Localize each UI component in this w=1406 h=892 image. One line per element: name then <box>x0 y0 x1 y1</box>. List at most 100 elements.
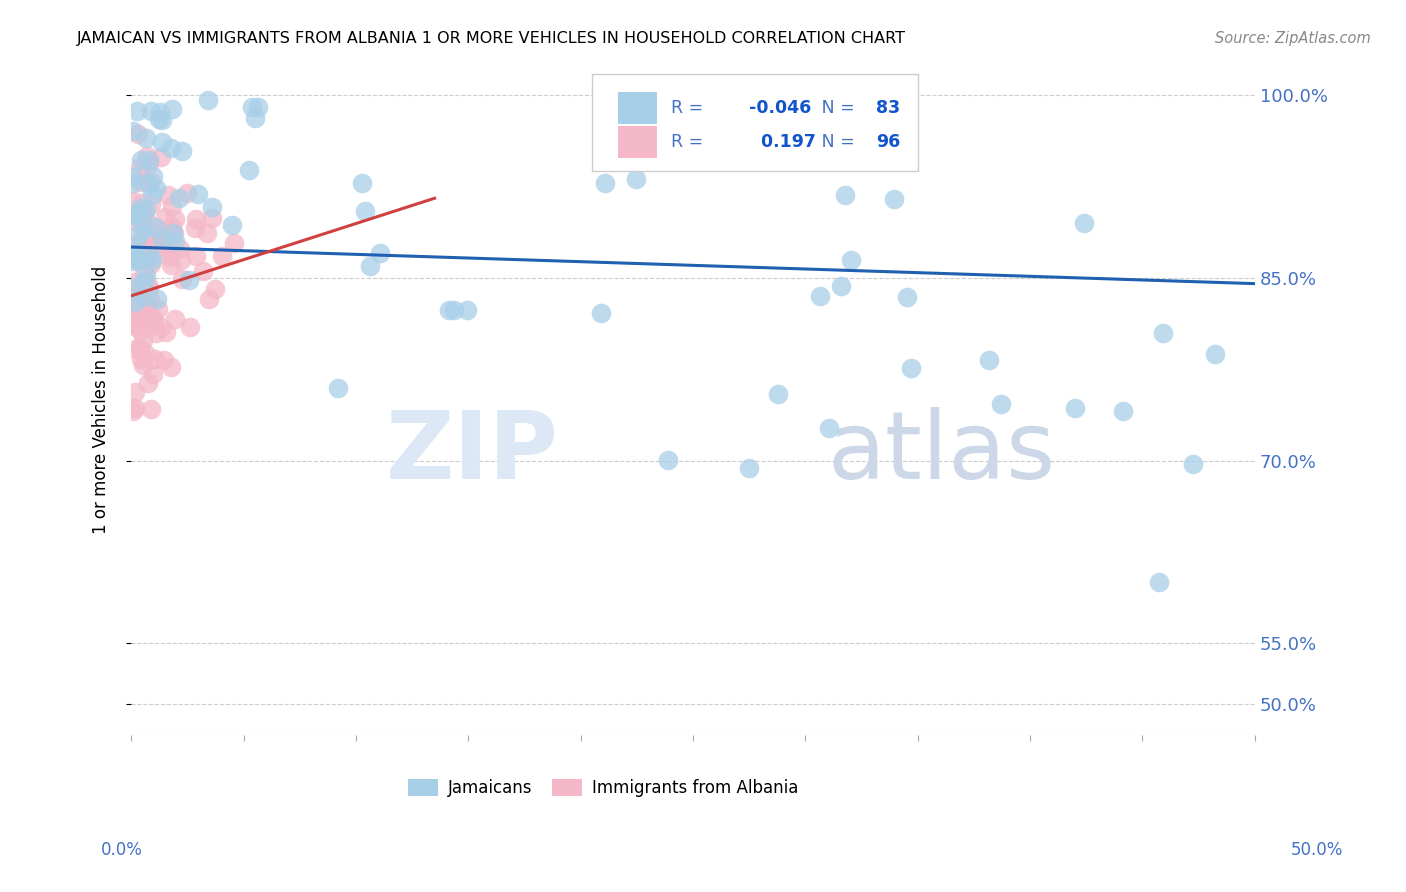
Point <box>139 257 162 271</box>
Point <box>139 249 162 263</box>
Point <box>141 253 163 268</box>
Y-axis label: 1 or more Vehicles in Household: 1 or more Vehicles in Household <box>93 266 110 533</box>
Point <box>808 288 831 302</box>
Point <box>900 360 922 375</box>
Point <box>132 359 155 373</box>
Point <box>150 228 173 243</box>
Point <box>1181 457 1204 471</box>
Point <box>201 211 224 225</box>
Point <box>238 162 260 177</box>
Point <box>122 194 145 209</box>
Point <box>368 246 391 260</box>
Point <box>148 112 170 127</box>
Text: 96: 96 <box>876 133 900 151</box>
Point <box>128 161 150 175</box>
Text: 50.0%: 50.0% <box>1291 840 1343 858</box>
Point <box>136 319 159 334</box>
Point <box>132 333 155 347</box>
Point <box>176 186 198 200</box>
Point <box>129 290 152 304</box>
Point <box>187 186 209 201</box>
Point <box>135 298 157 312</box>
Text: JAMAICAN VS IMMIGRANTS FROM ALBANIA 1 OR MORE VEHICLES IN HOUSEHOLD CORRELATION : JAMAICAN VS IMMIGRANTS FROM ALBANIA 1 OR… <box>77 31 907 46</box>
Point <box>150 231 173 245</box>
Point <box>131 195 153 210</box>
Point <box>839 253 862 268</box>
Text: R =: R = <box>671 133 709 151</box>
Point <box>129 153 152 167</box>
Point <box>184 249 207 263</box>
Text: -0.046: -0.046 <box>749 99 811 118</box>
Point <box>149 150 172 164</box>
Point <box>211 248 233 262</box>
Point <box>326 382 349 396</box>
Point <box>243 111 266 125</box>
Point <box>1112 404 1135 418</box>
Text: atlas: atlas <box>828 407 1056 500</box>
Point <box>156 188 179 202</box>
Point <box>141 175 163 189</box>
Point <box>1152 326 1174 340</box>
Point <box>139 227 162 241</box>
Point <box>136 215 159 229</box>
Legend: Jamaicans, Immigrants from Albania: Jamaicans, Immigrants from Albania <box>401 772 806 804</box>
Point <box>135 245 157 260</box>
FancyBboxPatch shape <box>617 126 657 158</box>
Point <box>138 235 160 249</box>
Point <box>142 169 165 183</box>
Point <box>124 208 146 222</box>
Point <box>198 293 221 307</box>
FancyBboxPatch shape <box>617 92 657 125</box>
Point <box>160 199 183 213</box>
Point <box>169 242 191 256</box>
Point <box>135 316 157 330</box>
Point <box>125 253 148 268</box>
Point <box>139 292 162 306</box>
Point <box>135 346 157 360</box>
Point <box>131 225 153 239</box>
Point <box>122 313 145 327</box>
Point <box>170 272 193 286</box>
Point <box>163 226 186 240</box>
Point <box>204 282 226 296</box>
Point <box>157 251 180 265</box>
Point <box>124 318 146 333</box>
Point <box>359 260 381 274</box>
Point <box>131 305 153 319</box>
Point <box>179 320 201 334</box>
Point <box>162 227 184 241</box>
Point <box>1147 575 1170 590</box>
Point <box>124 384 146 399</box>
Point <box>127 252 149 267</box>
Point <box>125 239 148 253</box>
Point <box>201 200 224 214</box>
Point <box>122 275 145 289</box>
Point <box>138 376 160 390</box>
Point <box>150 135 173 149</box>
Point <box>990 397 1012 411</box>
Point <box>149 223 172 237</box>
Point <box>132 267 155 281</box>
Point <box>437 303 460 318</box>
Point <box>129 352 152 367</box>
Point <box>132 290 155 304</box>
Point <box>883 192 905 206</box>
Point <box>589 306 612 320</box>
Point <box>156 243 179 257</box>
Point <box>169 191 191 205</box>
Point <box>125 343 148 357</box>
Point <box>136 278 159 293</box>
Point <box>738 461 761 475</box>
Point <box>122 169 145 184</box>
Point <box>155 211 177 225</box>
Text: 0.197: 0.197 <box>749 133 815 151</box>
Point <box>818 420 841 434</box>
FancyBboxPatch shape <box>592 74 918 171</box>
Point <box>128 175 150 189</box>
Point <box>766 387 789 401</box>
Point <box>624 172 647 186</box>
Point <box>163 312 186 326</box>
Point <box>184 212 207 227</box>
Point <box>148 301 170 316</box>
Point <box>127 103 149 118</box>
